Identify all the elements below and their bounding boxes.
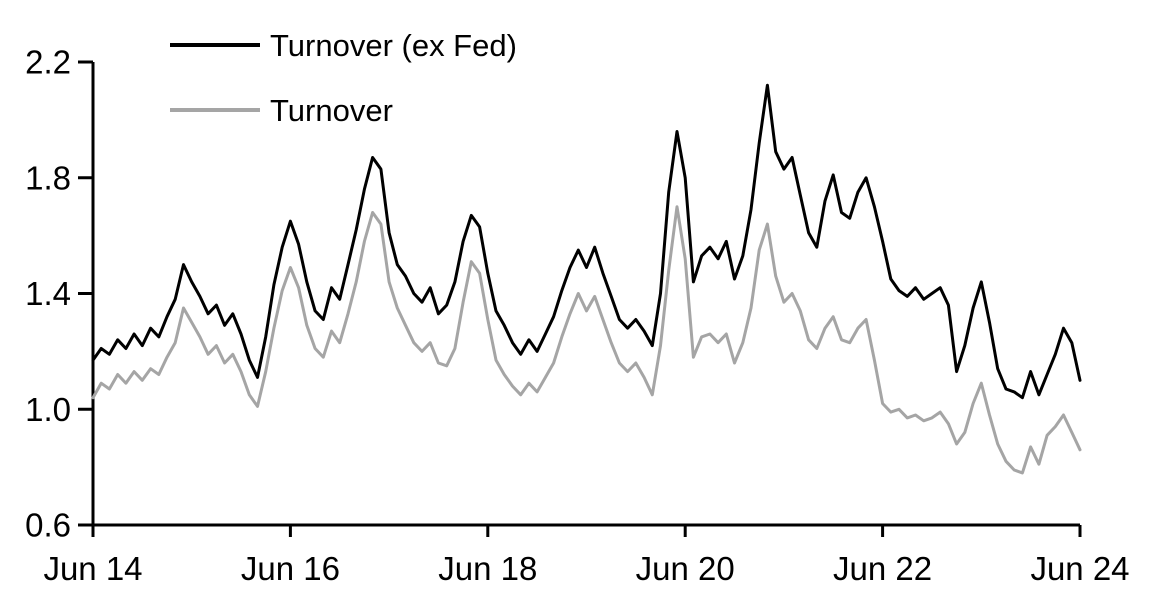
y-tick-label: 1.4	[25, 275, 71, 312]
legend-label-turnover: Turnover	[270, 93, 393, 128]
y-tick-label: 2.2	[25, 44, 71, 81]
x-tick-label: Jun 14	[43, 550, 142, 587]
y-tick-label: 0.6	[25, 507, 71, 544]
x-tick-label: Jun 16	[241, 550, 340, 587]
y-tick-label: 1.8	[25, 159, 71, 196]
legend: Turnover (ex Fed) Turnover	[170, 28, 517, 128]
series-line-turnover-ex-fed	[91, 83, 1082, 400]
y-axis-ticks: 2.2 1.8 1.4 1.0 0.6	[25, 44, 93, 544]
x-tick-label: Jun 24	[1030, 550, 1129, 587]
x-tick-label: Jun 22	[833, 550, 932, 587]
x-axis-ticks: Jun 14 Jun 16 Jun 18 Jun 20 Jun 22 Jun 24	[43, 525, 1130, 587]
legend-label-turnover-ex-fed: Turnover (ex Fed)	[270, 28, 517, 63]
x-tick-label: Jun 18	[438, 550, 537, 587]
series-line-turnover	[91, 205, 1082, 475]
x-tick-label: Jun 20	[636, 550, 735, 587]
y-tick-label: 1.0	[25, 391, 71, 428]
series-group	[91, 83, 1082, 475]
